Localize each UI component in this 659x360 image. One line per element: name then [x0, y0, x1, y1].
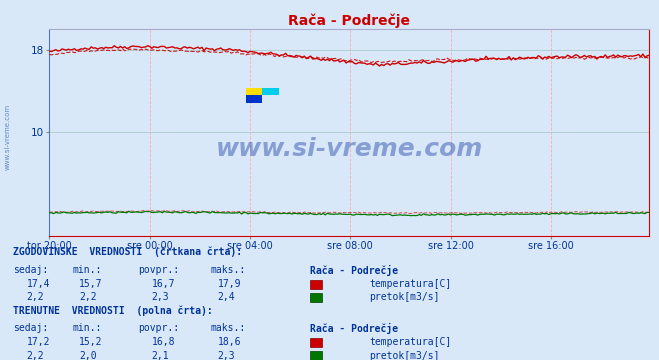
Text: 2,2: 2,2 — [79, 292, 97, 302]
Text: temperatura[C]: temperatura[C] — [369, 279, 451, 289]
Text: www.si-vreme.com: www.si-vreme.com — [215, 137, 483, 161]
Text: Rača - Podrečje: Rača - Podrečje — [310, 323, 398, 334]
Text: 15,7: 15,7 — [79, 279, 103, 289]
Title: Rača - Podrečje: Rača - Podrečje — [288, 13, 411, 28]
Text: 2,3: 2,3 — [152, 292, 169, 302]
Text: 18,6: 18,6 — [217, 337, 241, 347]
Text: 17,2: 17,2 — [26, 337, 50, 347]
Text: Rača - Podrečje: Rača - Podrečje — [310, 265, 398, 276]
Text: TRENUTNE  VREDNOSTI  (polna črta):: TRENUTNE VREDNOSTI (polna črta): — [13, 306, 213, 316]
Text: min.:: min.: — [72, 265, 102, 275]
Text: 17,4: 17,4 — [26, 279, 50, 289]
Text: 2,0: 2,0 — [79, 351, 97, 360]
Text: 17,9: 17,9 — [217, 279, 241, 289]
Text: min.:: min.: — [72, 323, 102, 333]
Text: 16,7: 16,7 — [152, 279, 175, 289]
Text: 2,2: 2,2 — [26, 292, 44, 302]
Text: www.si-vreme.com: www.si-vreme.com — [5, 104, 11, 170]
Text: povpr.:: povpr.: — [138, 265, 179, 275]
Text: sedaj:: sedaj: — [13, 323, 48, 333]
Text: 2,1: 2,1 — [152, 351, 169, 360]
Text: maks.:: maks.: — [211, 265, 246, 275]
Bar — [262, 87, 279, 95]
Text: povpr.:: povpr.: — [138, 323, 179, 333]
Text: pretok[m3/s]: pretok[m3/s] — [369, 351, 440, 360]
Bar — [246, 95, 262, 103]
Bar — [262, 95, 279, 103]
Text: 2,3: 2,3 — [217, 351, 235, 360]
Text: pretok[m3/s]: pretok[m3/s] — [369, 292, 440, 302]
Text: sedaj:: sedaj: — [13, 265, 48, 275]
Bar — [246, 87, 262, 95]
Text: ZGODOVINSKE  VREDNOSTI  (črtkana črta):: ZGODOVINSKE VREDNOSTI (črtkana črta): — [13, 247, 243, 257]
Text: 16,8: 16,8 — [152, 337, 175, 347]
Text: 15,2: 15,2 — [79, 337, 103, 347]
Text: 2,2: 2,2 — [26, 351, 44, 360]
Text: temperatura[C]: temperatura[C] — [369, 337, 451, 347]
Text: maks.:: maks.: — [211, 323, 246, 333]
Text: 2,4: 2,4 — [217, 292, 235, 302]
